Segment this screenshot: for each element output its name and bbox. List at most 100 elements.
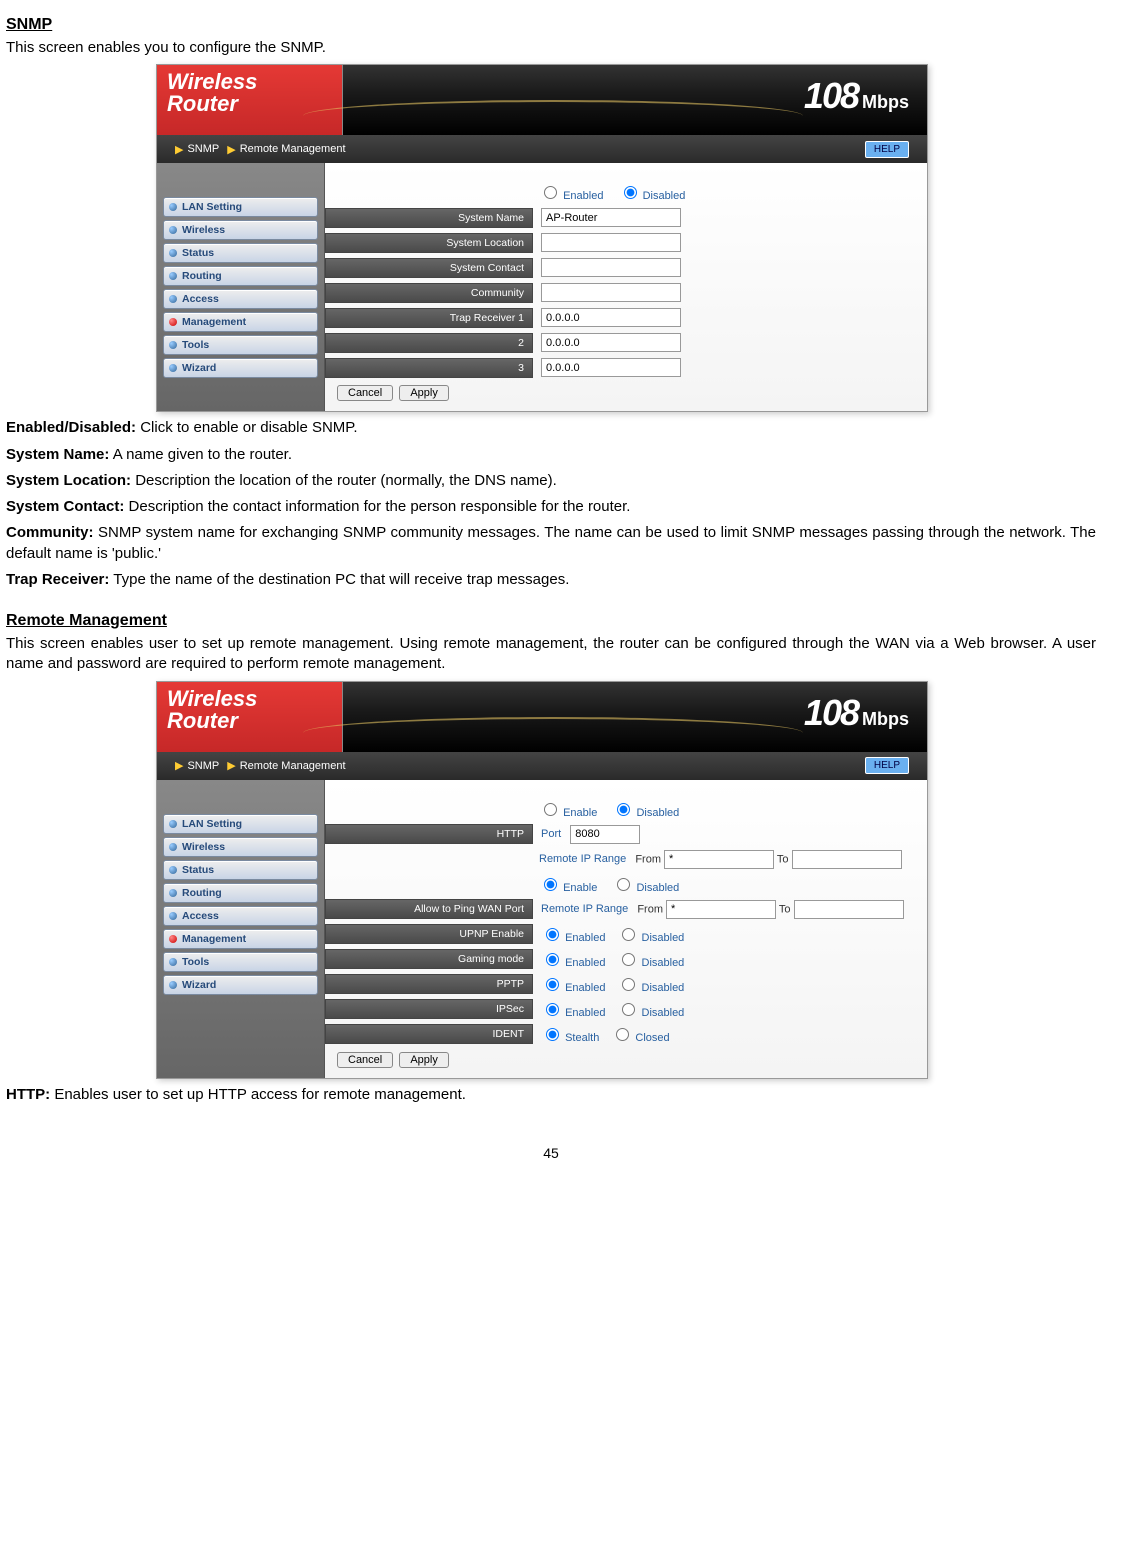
help-button[interactable]: HELP [865,141,909,158]
tab-arrow-icon: ▶ [227,143,235,156]
sidebar-remote: LAN Setting Wireless Status Routing Access Ma… [157,780,325,1078]
remote-ip-label2: Remote IP Range [541,903,628,915]
sidebar-item-wireless[interactable]: Wireless [163,220,318,240]
mbps-unit: Mbps [862,92,909,113]
sidebar-item-lan-setting[interactable]: LAN Setting [163,814,318,834]
sidebar-item-access[interactable]: Access [163,289,318,309]
cancel-button[interactable]: Cancel [337,1052,393,1068]
remote-desc-block: HTTP: Enables user to set up HTTP access… [6,1085,1096,1105]
page-number: 45 [6,1145,1096,1161]
gaming-disabled[interactable]: Disabled [617,957,684,969]
trap1-input[interactable] [541,308,681,327]
system-contact-input[interactable] [541,258,681,277]
swoosh-decor [303,100,803,132]
snmp-desc-block: Enabled/Disabled: Click to enable or dis… [6,418,1096,590]
ident-closed[interactable]: Closed [611,1032,669,1044]
ping-disabled-radio[interactable]: Disabled [612,882,679,894]
lbl-ping: Allow to Ping WAN Port [325,899,533,919]
upnp-enabled[interactable]: Enabled [541,932,605,944]
system-name-input[interactable] [541,208,681,227]
cancel-button[interactable]: Cancel [337,385,393,401]
lbl-trap1: Trap Receiver 1 [325,308,533,328]
remote-intro: This screen enables user to set up remot… [6,634,1096,675]
ipsec-disabled[interactable]: Disabled [617,1007,684,1019]
lbl-upnp: UPNP Enable [325,924,533,944]
remote-ip-label: Remote IP Range [539,853,626,865]
sidebar-item-wireless[interactable]: Wireless [163,837,318,857]
brand-word1: Wireless [167,688,332,710]
sidebar-item-routing[interactable]: Routing [163,266,318,286]
sidebar-snmp: LAN Setting Wireless Status Routing Access Ma… [157,163,325,411]
ping-to-input[interactable] [794,900,904,919]
system-location-input[interactable] [541,233,681,252]
lbl-http: HTTP [325,824,533,844]
ping-enable-radio[interactable]: Enable [539,882,597,894]
snmp-enabled-radio[interactable]: Enabled [539,190,603,202]
http-disabled-radio[interactable]: Disabled [612,807,679,819]
upnp-disabled[interactable]: Disabled [617,932,684,944]
mbps-unit: Mbps [862,709,909,730]
snmp-heading: SNMP [6,16,1096,34]
sidebar-item-lan-setting[interactable]: LAN Setting [163,197,318,217]
lbl-system-contact: System Contact [325,258,533,278]
from-label: From [635,853,661,865]
from-label2: From [637,903,663,915]
sidebar-item-tools[interactable]: Tools [163,335,318,355]
lbl-ipsec: IPSec [325,999,533,1019]
snmp-disabled-radio[interactable]: Disabled [619,190,686,202]
mbps-number: 108 [804,692,858,734]
gaming-enabled[interactable]: Enabled [541,957,605,969]
trap2-input[interactable] [541,333,681,352]
sidebar-item-routing[interactable]: Routing [163,883,318,903]
tab-arrow-icon: ▶ [175,759,183,772]
pptp-enabled[interactable]: Enabled [541,982,605,994]
community-input[interactable] [541,283,681,302]
sidebar-item-status[interactable]: Status [163,860,318,880]
remote-heading: Remote Management [6,612,1096,630]
ipsec-enabled[interactable]: Enabled [541,1007,605,1019]
sidebar-item-status[interactable]: Status [163,243,318,263]
mbps-number: 108 [804,75,858,117]
http-port-input[interactable] [570,825,640,844]
tab-arrow-icon: ▶ [227,759,235,772]
remote-screenshot: Wireless Router 108 Mbps ▶ SNMP ▶ Remote… [156,681,1096,1079]
tab-remote[interactable]: Remote Management [240,760,346,772]
tab-snmp[interactable]: SNMP [187,143,219,155]
help-button[interactable]: HELP [865,757,909,774]
sidebar-item-tools[interactable]: Tools [163,952,318,972]
sidebar-item-management[interactable]: Management [163,929,318,949]
apply-button[interactable]: Apply [399,1052,449,1068]
lbl-community: Community [325,283,533,303]
brand-word1: Wireless [167,71,332,93]
http-from-input[interactable] [664,850,774,869]
trap3-input[interactable] [541,358,681,377]
tab-arrow-icon: ▶ [175,143,183,156]
lbl-ident: IDENT [325,1024,533,1044]
lbl-trap2: 2 [325,333,533,353]
tab-snmp[interactable]: SNMP [187,760,219,772]
lbl-pptp: PPTP [325,974,533,994]
port-label: Port [541,828,561,840]
brand-word2: Router [167,710,332,732]
banner: Wireless Router 108 Mbps [157,65,927,135]
swoosh-decor [303,717,803,749]
sidebar-item-wizard[interactable]: Wizard [163,358,318,378]
lbl-trap3: 3 [325,358,533,378]
sidebar-item-wizard[interactable]: Wizard [163,975,318,995]
sidebar-item-management[interactable]: Management [163,312,318,332]
http-to-input[interactable] [792,850,902,869]
snmp-screenshot: Wireless Router 108 Mbps ▶ SNMP ▶ Remote… [156,64,1096,412]
http-enable-radio[interactable]: Enable [539,807,597,819]
lbl-system-name: System Name [325,208,533,228]
lbl-system-location: System Location [325,233,533,253]
to-label2: To [779,903,791,915]
lbl-gaming: Gaming mode [325,949,533,969]
tab-remote[interactable]: Remote Management [240,143,346,155]
pptp-disabled[interactable]: Disabled [617,982,684,994]
apply-button[interactable]: Apply [399,385,449,401]
sidebar-item-access[interactable]: Access [163,906,318,926]
ping-from-input[interactable] [666,900,776,919]
snmp-intro: This screen enables you to configure the… [6,38,1096,58]
ident-stealth[interactable]: Stealth [541,1032,599,1044]
to-label: To [777,853,789,865]
